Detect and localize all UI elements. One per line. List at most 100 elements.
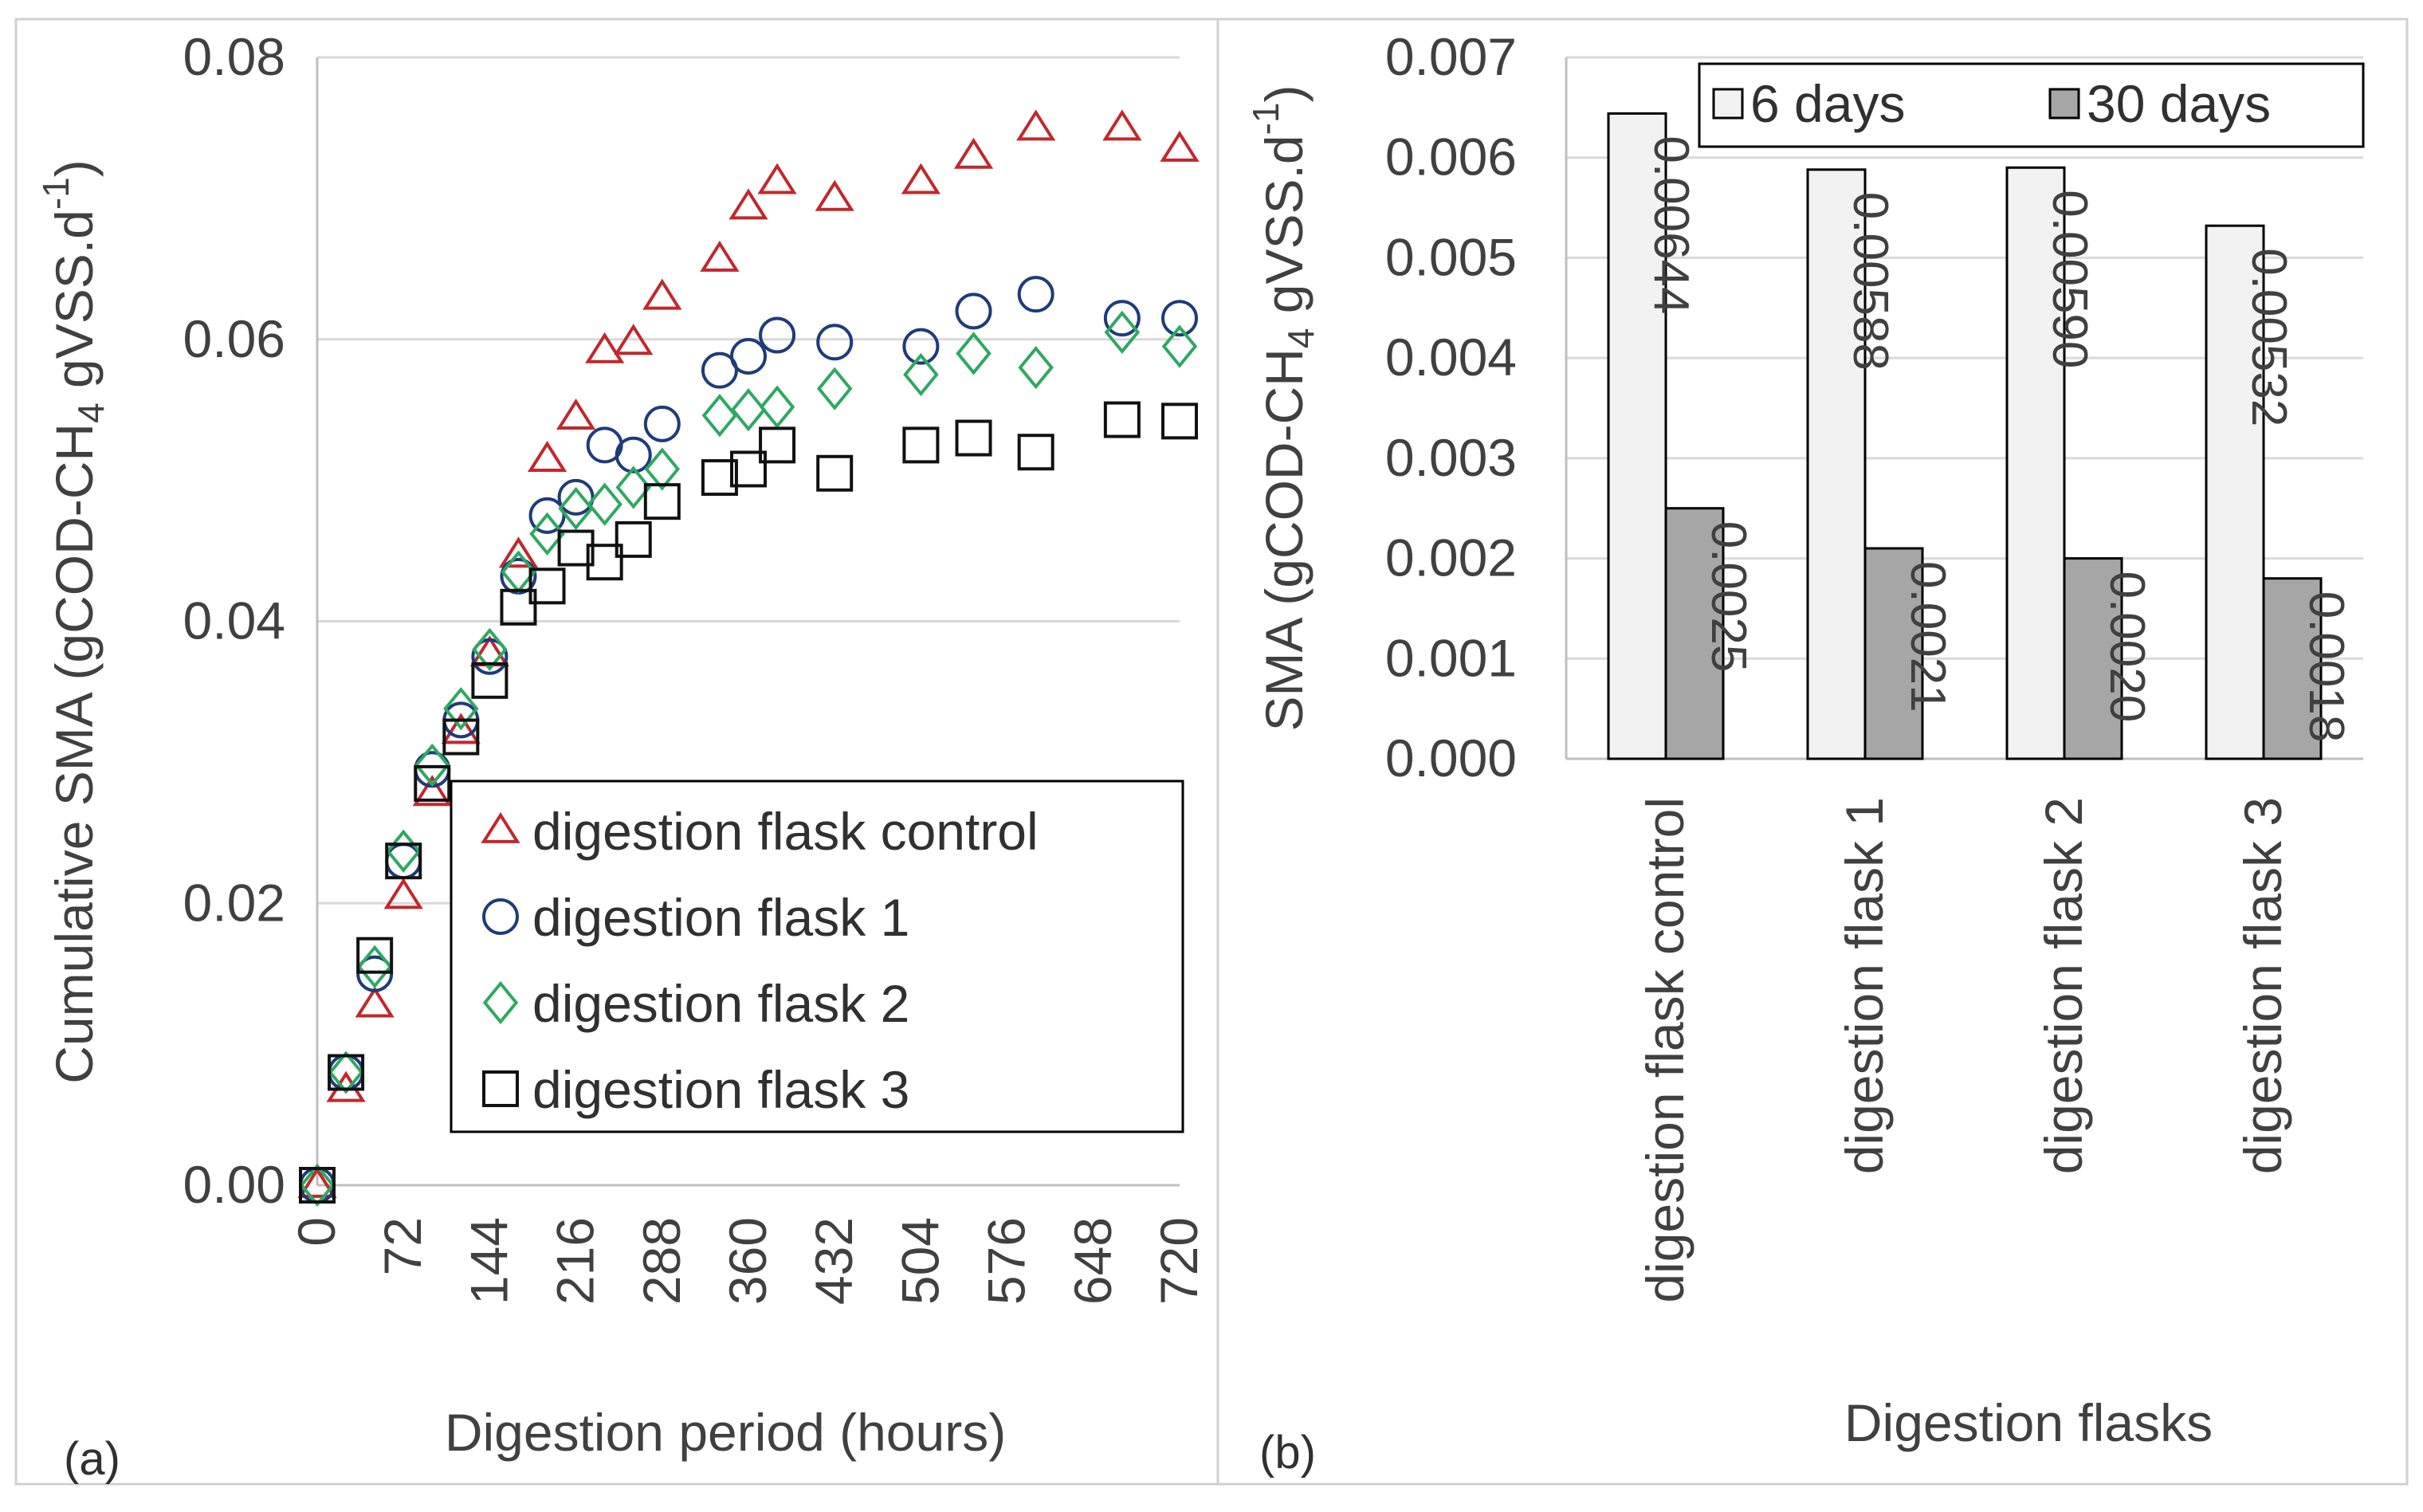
data-point (903, 352, 939, 397)
category-label: digestion flask 2 (2034, 797, 2093, 1174)
data-point (701, 459, 738, 497)
data-point (414, 764, 451, 802)
data-point (700, 240, 740, 272)
panel-b-bars: 0.00644 0.0025 0.00588 0.0021 0.00590 0.0020 0… (1607, 112, 2354, 760)
bar-6-days (1806, 168, 1867, 760)
data-point (1104, 310, 1141, 355)
panel-a-y-tick-label: 0.08 (183, 27, 285, 86)
data-point (529, 512, 565, 556)
data-point (383, 878, 423, 909)
bar-30-days (1664, 507, 1725, 760)
data-point (557, 478, 595, 516)
data-point (441, 713, 481, 744)
data-point (901, 163, 941, 194)
data-point (730, 388, 767, 432)
data-point (472, 627, 508, 672)
data-point (730, 337, 767, 375)
bar-30-days (1863, 547, 1924, 760)
data-point (558, 486, 594, 531)
data-point (412, 775, 452, 807)
panel-a-y-tick-label: 0.04 (183, 591, 285, 650)
bar-data-label: 0.0018 (2299, 591, 2354, 743)
data-point (701, 351, 738, 389)
data-point (816, 367, 853, 410)
data-point (527, 441, 567, 473)
data-point (528, 567, 566, 605)
data-point (1161, 324, 1198, 368)
data-point (757, 163, 797, 194)
data-point (585, 332, 625, 363)
legend-marker-circle (482, 898, 519, 935)
data-point (1016, 109, 1056, 141)
data-point (356, 945, 393, 988)
data-point (443, 687, 479, 731)
panel-b-frame (1216, 18, 2409, 1486)
panel-b-y-tick-label: 0.002 (1385, 528, 1517, 587)
legend-entry: digestion flask 3 (532, 1060, 909, 1119)
data-point (528, 497, 566, 534)
data-point (1102, 109, 1142, 141)
bar-data-label: 0.0025 (1701, 521, 1756, 673)
data-point (1161, 403, 1198, 440)
data-point (614, 324, 654, 355)
panel-b-y-tick-label: 0.005 (1385, 227, 1517, 286)
panel-a-x-tick-label: 288 (632, 1217, 691, 1305)
bar-6-days (2205, 224, 2265, 760)
bar-data-label: 0.00588 (1843, 192, 1898, 371)
legend-marker-triangle (481, 811, 520, 843)
panel-a-x-tick-label: 504 (890, 1217, 949, 1305)
data-point (643, 405, 681, 442)
category-label: digestion flask 3 (2233, 797, 2292, 1174)
data-point (615, 520, 652, 558)
panel-a-x-tick-label: 432 (804, 1217, 863, 1305)
legend-entry: digestion flask 2 (532, 974, 909, 1033)
data-point (953, 137, 994, 169)
bar-6-days (2005, 166, 2066, 760)
category-label: digestion flask control (1636, 797, 1695, 1303)
bar-6-days (1607, 112, 1667, 760)
panel-b-legend: 6 days 30 days (1698, 62, 2365, 148)
panel-a-legend: digestion flask control digestion flask 1… (450, 780, 1184, 1133)
panel-a-label: (a) (64, 1433, 120, 1485)
data-point (471, 662, 509, 699)
legend-entry: 30 days (2087, 74, 2271, 133)
data-point (500, 588, 537, 626)
data-point (1103, 401, 1141, 438)
data-point (902, 328, 940, 365)
data-point (328, 1054, 365, 1091)
category-label: digestion flask 1 (1835, 797, 1894, 1174)
data-point (902, 426, 940, 464)
data-point (728, 188, 768, 220)
panel-a-y-tick-label: 0.06 (183, 309, 285, 368)
data-point (644, 447, 681, 491)
panel-b-y-tick-label: 0.003 (1385, 428, 1517, 487)
panel-a-legend-box (450, 780, 1184, 1133)
data-point (299, 1163, 336, 1208)
panel-a-x-tick-label: 576 (977, 1217, 1036, 1305)
data-point (956, 332, 992, 375)
panel-b-y-tick-label: 0.006 (1385, 128, 1517, 187)
panel-a-x-tick-label: 216 (546, 1217, 605, 1305)
panel-a-x-tick-label: 360 (718, 1217, 777, 1305)
data-point (730, 450, 767, 488)
data-point (759, 426, 796, 464)
legend-swatch (2048, 88, 2080, 120)
data-point (815, 179, 854, 211)
legend-entry: digestion flask 1 (532, 888, 909, 947)
data-point (759, 316, 796, 354)
panel-b-legend-box (1698, 62, 2365, 148)
bar-data-label: 0.00532 (2241, 248, 2296, 426)
panel-b-x-axis-title: Digestion flasks (1844, 1393, 2213, 1452)
data-point (385, 842, 422, 880)
panel-b-label: (b) (1259, 1427, 1316, 1479)
panel-a-data-points (297, 109, 1200, 1208)
panel-b-y-tick-label: 0.001 (1385, 628, 1517, 687)
data-point (556, 398, 596, 430)
legend-entry: 6 days (1750, 74, 1905, 133)
panel-b-y-tick-labels: 0.000 0.001 0.002 0.003 0.004 0.005 0.006 0.007 (1385, 27, 1517, 787)
legend-swatch (1712, 88, 1744, 120)
panel-b-y-axis-title: SMA (gCOD-CH4 gVSS.d-1) (1245, 84, 1321, 731)
bar-30-days (2063, 557, 2123, 760)
data-point (1018, 345, 1054, 390)
